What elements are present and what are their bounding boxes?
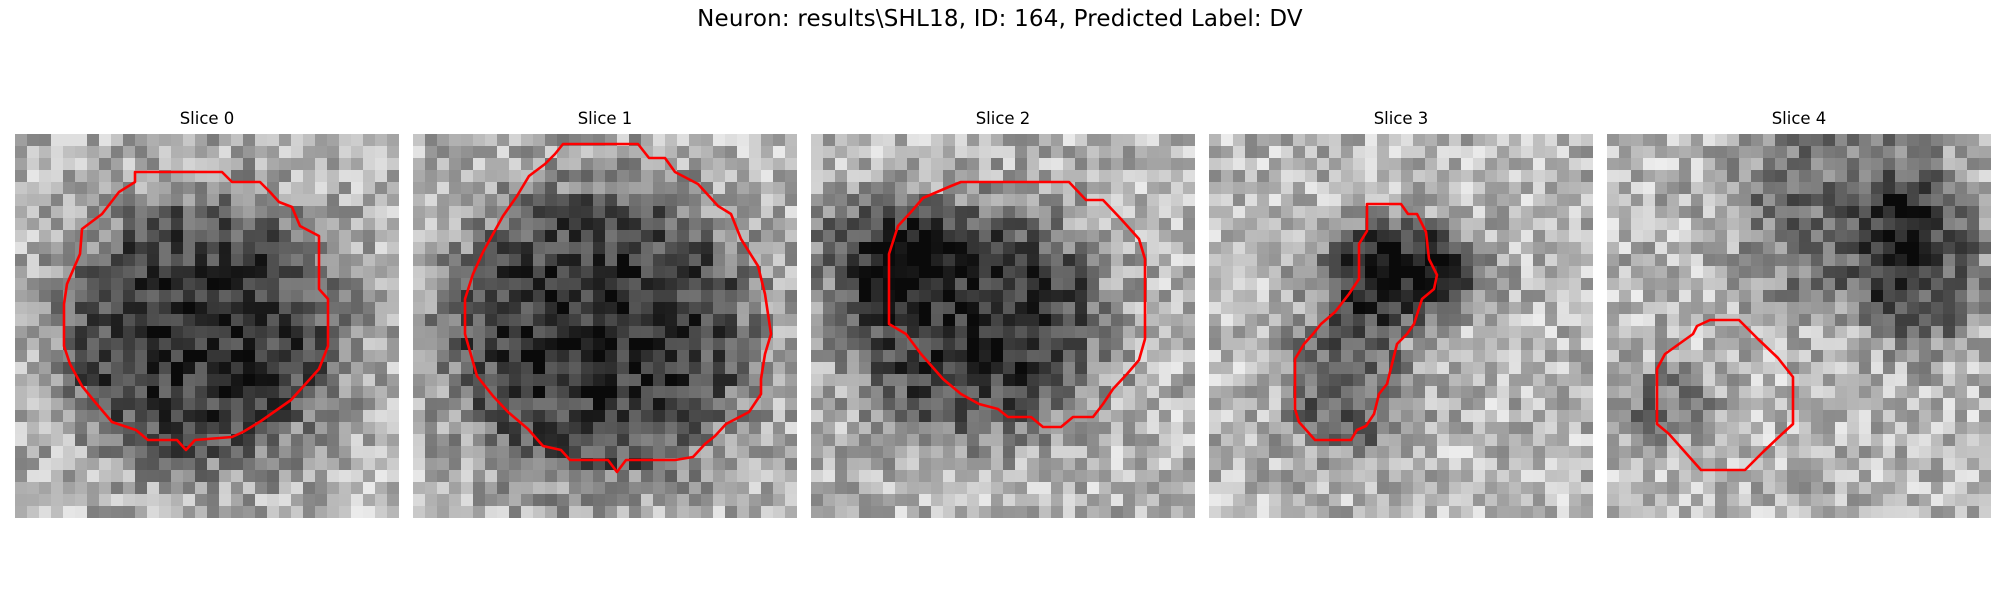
slice-image-4 [1607, 134, 1991, 518]
slice-title-3: Slice 3 [1373, 109, 1429, 128]
roi-contour [1655, 318, 1795, 472]
pixel-grid [413, 134, 797, 518]
slice-panel-0: Slice 0 [15, 108, 399, 518]
roi-contour [62, 170, 330, 452]
slice-image-0 [15, 134, 399, 518]
slice-title-4: Slice 4 [1771, 109, 1827, 128]
slice-panel-3: Slice 3 [1209, 108, 1593, 518]
roi-contour [463, 142, 773, 474]
slice-panel-1: Slice 1 [413, 108, 797, 518]
pixel-grid [1209, 134, 1593, 518]
pixel-grid [811, 134, 1195, 518]
roi-contour [1293, 202, 1439, 442]
slice-image-3 [1209, 134, 1593, 518]
slice-image-2 [811, 134, 1195, 518]
slice-image-1 [413, 134, 797, 518]
figure-title: Neuron: results\SHL18, ID: 164, Predicte… [697, 6, 1303, 32]
roi-contour [887, 180, 1147, 429]
slice-title-2: Slice 2 [975, 109, 1031, 128]
slice-panel-4: Slice 4 [1607, 108, 1991, 518]
pixel-grid [1607, 134, 1991, 518]
slice-title-0: Slice 0 [179, 109, 235, 128]
pixel-grid [15, 134, 399, 518]
slice-panel-2: Slice 2 [811, 108, 1195, 518]
slice-title-1: Slice 1 [577, 109, 633, 128]
